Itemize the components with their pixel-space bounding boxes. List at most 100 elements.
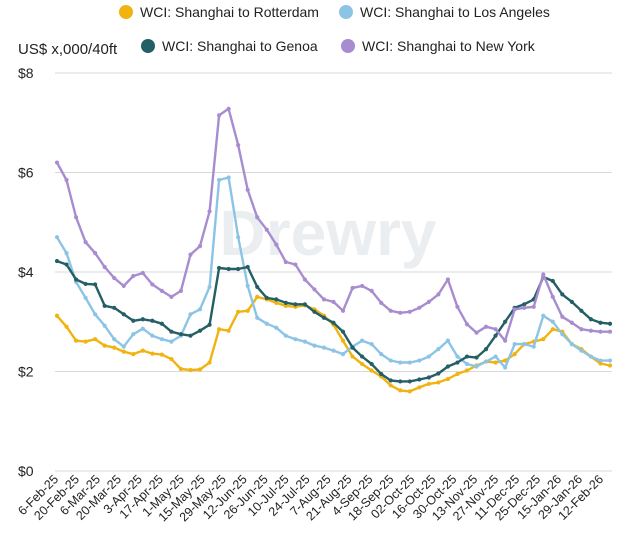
data-point [112, 305, 117, 310]
data-point [178, 288, 184, 294]
legend-label: WCI: Shanghai to Los Angeles [360, 4, 550, 20]
data-point [369, 361, 374, 367]
y-tick-label: $8 [18, 65, 34, 81]
data-point [493, 327, 498, 332]
data-point [560, 314, 565, 319]
data-point [255, 294, 260, 299]
data-point [93, 337, 98, 342]
data-point [493, 333, 498, 338]
data-point [398, 388, 403, 393]
data-point [83, 281, 88, 287]
data-point [379, 300, 384, 305]
data-point [102, 343, 107, 348]
data-point [588, 328, 594, 333]
y-tick-label: $0 [18, 463, 34, 479]
data-point [64, 250, 69, 256]
data-point [569, 320, 574, 325]
data-point [83, 339, 88, 344]
data-point [274, 297, 279, 302]
data-point [512, 351, 517, 357]
data-point [226, 266, 231, 272]
data-point [302, 302, 307, 307]
data-point [407, 379, 412, 384]
data-point [283, 333, 288, 338]
data-point [150, 333, 155, 338]
data-point [522, 342, 527, 347]
data-point [140, 348, 145, 353]
data-point [331, 320, 336, 325]
data-point [464, 322, 470, 327]
data-point [464, 361, 470, 367]
data-point [255, 315, 260, 320]
legend-marker [119, 5, 133, 19]
data-point [245, 283, 250, 289]
data-point [360, 283, 365, 289]
data-point [503, 358, 508, 363]
data-point [598, 320, 603, 325]
data-point [102, 323, 107, 328]
data-point [369, 368, 374, 373]
data-point [236, 266, 241, 272]
data-point [312, 287, 317, 292]
data-point [407, 389, 412, 394]
data-point [102, 264, 107, 270]
data-point [436, 380, 441, 385]
data-point [569, 342, 574, 347]
data-point [274, 300, 279, 305]
data-point [159, 352, 164, 357]
data-point [407, 309, 412, 314]
data-point [83, 240, 88, 245]
data-point [550, 278, 555, 284]
data-point [64, 262, 69, 267]
data-point [569, 299, 574, 304]
data-point [607, 329, 613, 334]
y-tick-label: $6 [18, 165, 34, 181]
data-point [350, 354, 355, 359]
data-point [503, 338, 508, 343]
data-point [293, 262, 298, 267]
data-point [245, 264, 250, 270]
data-point [369, 342, 374, 347]
data-point [274, 242, 279, 247]
data-point [579, 348, 584, 353]
data-point [464, 354, 470, 359]
data-point [112, 345, 117, 350]
data-point [150, 351, 155, 356]
data-point [64, 324, 69, 329]
data-point [541, 337, 546, 342]
data-point [264, 321, 269, 326]
data-point [340, 329, 346, 334]
data-point [388, 358, 393, 363]
data-point [54, 235, 60, 240]
data-point [188, 367, 193, 373]
data-point [531, 304, 536, 309]
data-point [512, 342, 517, 347]
data-point [579, 308, 584, 313]
data-point [607, 321, 613, 326]
legend-marker [339, 5, 353, 19]
data-point [398, 379, 403, 384]
data-point [321, 315, 327, 320]
data-point [197, 307, 203, 312]
data-point [121, 312, 126, 317]
data-point [445, 364, 451, 369]
data-point [321, 345, 327, 350]
data-point [426, 299, 431, 304]
data-point [64, 177, 69, 183]
data-point [426, 375, 431, 380]
data-point [93, 250, 98, 256]
data-point [245, 308, 250, 313]
data-point [388, 308, 393, 313]
data-point [54, 160, 60, 165]
data-point [579, 327, 584, 332]
data-point [417, 377, 422, 382]
data-point [207, 322, 212, 327]
data-point [159, 288, 164, 294]
data-point [264, 295, 269, 300]
data-point [493, 360, 498, 365]
data-point [197, 244, 203, 249]
data-point [73, 215, 79, 220]
data-point [474, 330, 479, 335]
data-point [131, 351, 136, 357]
data-point [112, 337, 117, 342]
